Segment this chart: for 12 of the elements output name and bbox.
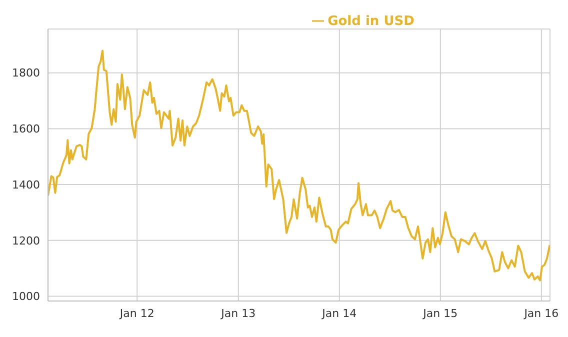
x-tick-label: Jan 15 [422,306,458,320]
x-tick-label: Jan 12 [118,306,154,320]
y-tick-label: 1600 [12,122,40,136]
x-tick-label: Jan 14 [321,306,357,320]
y-tick-label: 1000 [12,290,40,304]
x-tick-label: Jan 13 [220,306,256,320]
line-series [48,50,550,282]
y-tick-label: 1200 [12,234,40,248]
y-tick-label: 1800 [12,66,40,80]
y-tick-label: 1400 [12,178,40,192]
x-tick-label: Jan 16 [523,306,559,320]
legend-label: Gold in USD [328,14,414,29]
